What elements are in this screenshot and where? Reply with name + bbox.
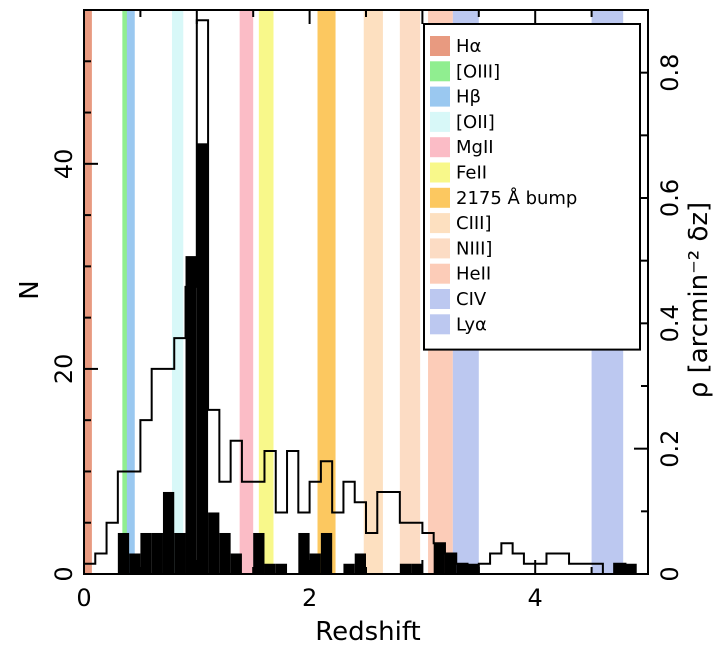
filled-bar	[467, 563, 479, 574]
legend-label: 2175 Å bump	[456, 187, 577, 209]
filled-bar	[174, 532, 186, 574]
legend-swatch	[430, 111, 450, 132]
y-tick-label: 0	[50, 566, 78, 581]
filled-bar	[129, 553, 141, 574]
y2-axis-title: ρ [arcmin⁻² δz]	[684, 202, 714, 398]
filled-bar	[219, 532, 231, 574]
filled-bar	[298, 532, 310, 574]
filled-bar	[444, 553, 457, 574]
filled-bar	[456, 563, 468, 574]
filled-bar	[275, 563, 288, 574]
filled-bar	[320, 532, 333, 574]
legend-swatch	[430, 61, 450, 82]
filled-bar	[140, 532, 152, 574]
legend-swatch	[430, 137, 450, 158]
band-oii	[171, 10, 184, 574]
filled-bar	[117, 532, 130, 574]
y2-tick-label: 0.8	[656, 54, 684, 92]
filled-bar	[253, 532, 265, 574]
legend: Hα [OIII] Hβ [OII] MgII FeII 2175 Å bump CIII] N…	[423, 23, 641, 351]
filled-bar	[433, 543, 445, 574]
open-histogram-step	[83, 19, 637, 575]
filled-bar	[614, 563, 626, 574]
x-tick-label: 2	[302, 584, 317, 612]
legend-label: [OII]	[456, 112, 495, 133]
legend-label: NIII]	[456, 238, 492, 259]
band-niii	[399, 10, 421, 574]
y-tick-label: 40	[50, 149, 78, 180]
band-2175-bump	[317, 10, 336, 574]
filled-bar	[411, 563, 423, 574]
legend-swatch	[430, 263, 450, 284]
legend-label: Hα	[456, 36, 481, 57]
y2-tick-label: 0.6	[656, 179, 684, 217]
legend-swatch	[430, 187, 450, 208]
filled-bar	[354, 553, 366, 574]
legend-swatch	[430, 86, 450, 107]
legend-label: CIII]	[456, 213, 492, 234]
band-h	[126, 10, 135, 574]
legend-label: HeII	[456, 264, 491, 285]
legend-swatch	[430, 314, 450, 335]
band-feii	[258, 10, 274, 574]
band-ciii	[363, 10, 383, 574]
band-h	[84, 10, 92, 574]
legend-label: FeII	[456, 163, 487, 184]
y2-tick-label: 0.4	[656, 304, 684, 342]
filled-bar	[185, 256, 197, 574]
legend-label: Hβ	[456, 87, 481, 108]
legend-label: Lyα	[456, 314, 487, 335]
filled-bar	[309, 553, 321, 574]
filled-bar	[208, 512, 220, 574]
filled-bar	[343, 563, 355, 574]
filled-bar	[399, 563, 412, 574]
legend-label: [OIII]	[456, 61, 500, 82]
x-tick-label: 0	[76, 584, 91, 612]
filled-bar	[230, 553, 242, 574]
legend-label: CIV	[456, 289, 487, 310]
filled-bar	[625, 563, 637, 574]
legend-swatch	[430, 238, 450, 259]
legend-swatch	[430, 36, 450, 56]
band-oiii	[122, 10, 130, 574]
filled-bar	[151, 532, 163, 574]
legend-label: MgII	[456, 137, 494, 158]
legend-swatch	[430, 289, 450, 309]
y-axis-title: N	[15, 280, 45, 299]
y2-tick-label: 0	[656, 566, 684, 581]
y2-tick-label: 0.2	[656, 430, 684, 468]
axis-ticks	[83, 9, 649, 575]
filled-bar	[196, 143, 209, 575]
filled-bar	[264, 563, 276, 574]
x-tick-label: 4	[528, 584, 543, 612]
x-axis-title: Redshift	[315, 617, 421, 646]
y-tick-label: 20	[50, 354, 78, 385]
filled-bar	[162, 491, 175, 574]
filled-histogram	[117, 143, 637, 575]
legend-box	[423, 23, 641, 351]
legend-swatch	[430, 162, 450, 183]
legend-swatch	[430, 213, 450, 234]
band-mgii	[239, 10, 254, 574]
